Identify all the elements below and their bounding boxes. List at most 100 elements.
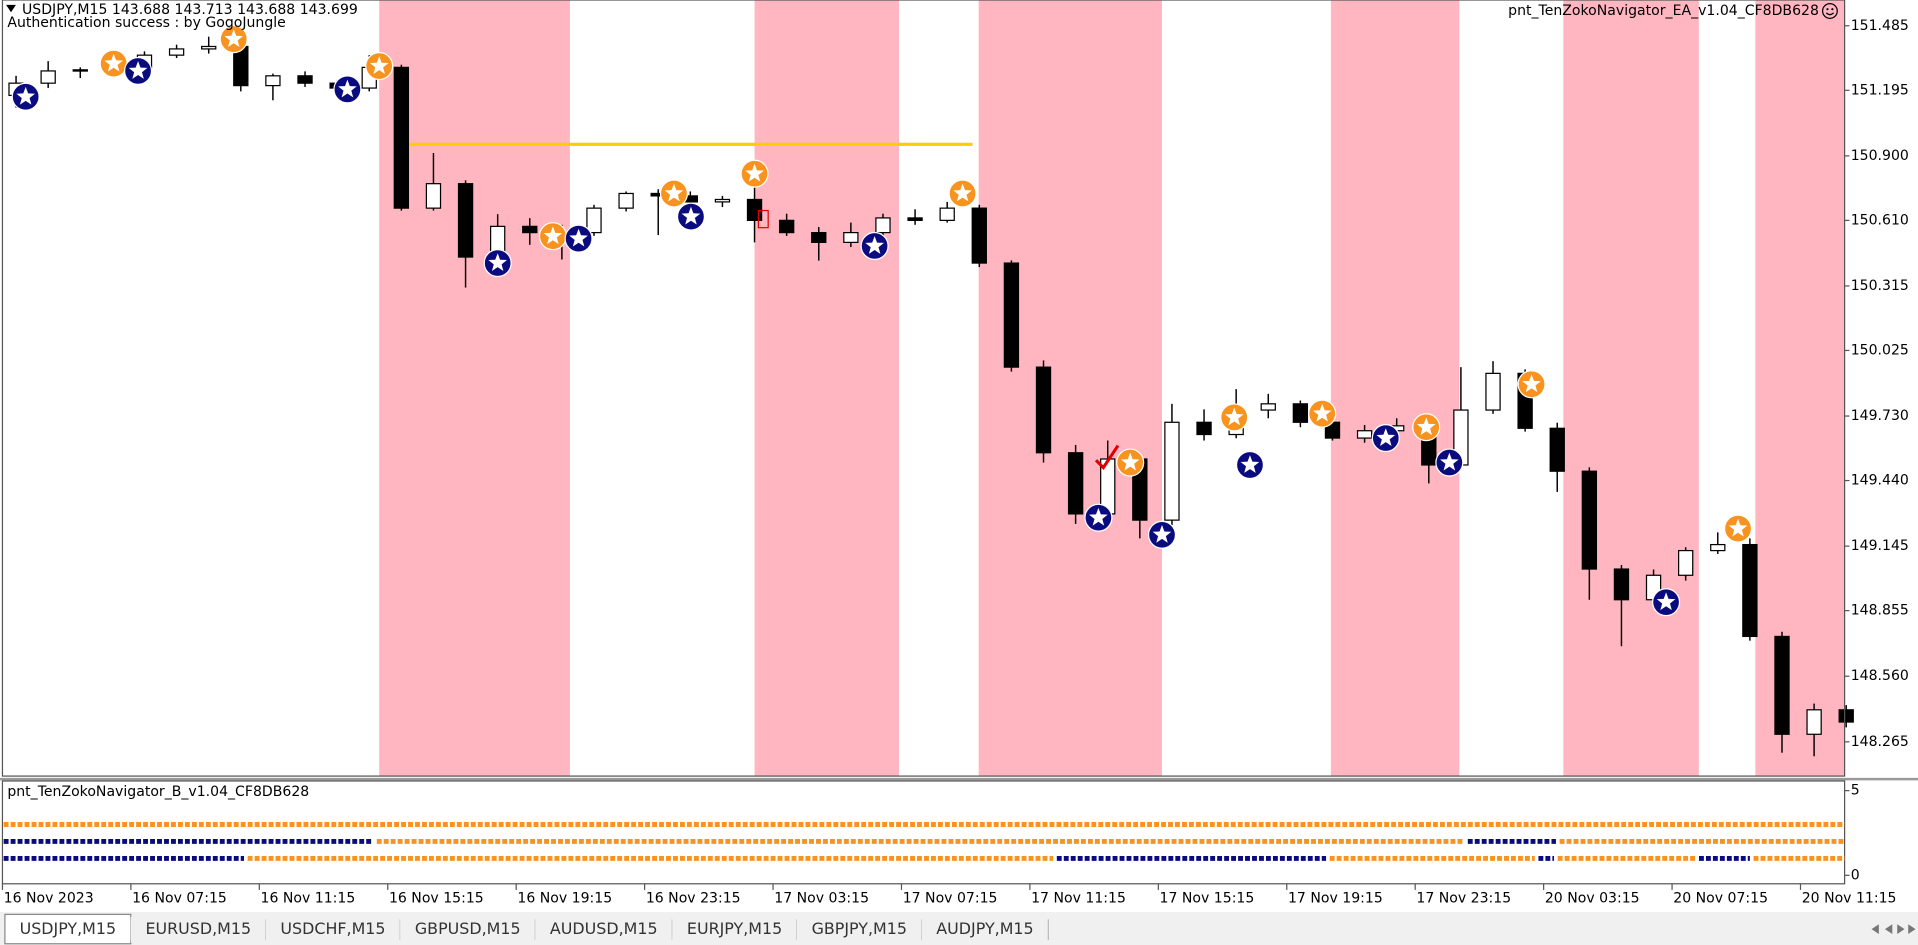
candle-body bbox=[1164, 421, 1180, 521]
order-marker bbox=[757, 209, 769, 229]
time-label: 17 Nov 15:15 bbox=[1160, 890, 1255, 906]
tab-background bbox=[265, 916, 401, 943]
candle-body bbox=[1549, 427, 1565, 472]
candle-body bbox=[1806, 709, 1822, 735]
time-label: 17 Nov 23:15 bbox=[1416, 890, 1511, 906]
candle-body bbox=[1710, 543, 1726, 552]
session-band bbox=[1563, 0, 1699, 777]
symbol-tab[interactable]: EURUSD,M15 bbox=[130, 916, 267, 943]
candle-body bbox=[875, 217, 891, 234]
tab-label: AUDJPY,M15 bbox=[936, 919, 1033, 938]
signal-star bbox=[543, 226, 563, 245]
time-label: 16 Nov 2023 bbox=[4, 890, 94, 906]
time-label: 16 Nov 19:15 bbox=[517, 890, 612, 906]
expert-smiley bbox=[1821, 3, 1838, 19]
price-label: 148.265 bbox=[1851, 734, 1909, 750]
chart-frame bbox=[1, 0, 1846, 777]
price-label: 148.560 bbox=[1851, 668, 1909, 684]
tab-background bbox=[921, 916, 1049, 943]
session-band bbox=[379, 0, 570, 777]
time-label: 20 Nov 11:15 bbox=[1802, 890, 1897, 906]
symbol-info: USDJPY,M15 143.688 143.713 143.688 143.6… bbox=[22, 2, 358, 18]
candle-body bbox=[939, 207, 955, 221]
candle-body bbox=[265, 75, 281, 87]
signal-star bbox=[953, 183, 972, 202]
price-chart bbox=[8, 25, 1854, 757]
symbol-tab[interactable]: USDJPY,M15 bbox=[4, 913, 132, 945]
indicator-label: 0 bbox=[1851, 867, 1860, 883]
session-band bbox=[1330, 0, 1460, 777]
tab-label: USDCHF,M15 bbox=[280, 919, 385, 938]
candle-body bbox=[1260, 403, 1276, 411]
expert-name: pnt_TenZokoNavigator_EA_v1.04_CF8DB628 bbox=[1508, 3, 1819, 19]
time-label: 16 Nov 07:15 bbox=[132, 890, 227, 906]
candle-body bbox=[907, 217, 923, 221]
tab-background bbox=[130, 916, 266, 943]
indicator-frame bbox=[1, 780, 1846, 885]
candle-body bbox=[1067, 452, 1084, 515]
indicator-title: pnt_TenZokoNavigator_B_v1.04_CF8DB628 bbox=[7, 784, 309, 800]
candle-body bbox=[1003, 262, 1020, 368]
signal-star bbox=[1376, 428, 1396, 446]
candle-body bbox=[746, 198, 763, 221]
signal-star bbox=[745, 163, 764, 182]
session-band bbox=[978, 0, 1162, 777]
candle-body bbox=[971, 207, 987, 264]
price-label: 150.025 bbox=[1851, 342, 1909, 358]
symbol-tab[interactable]: AUDUSD,M15 bbox=[535, 916, 673, 943]
session-band bbox=[1755, 0, 1845, 777]
tab-label: EURJPY,M15 bbox=[687, 919, 782, 938]
tab-label: USDJPY,M15 bbox=[20, 919, 117, 938]
candle-body bbox=[297, 75, 313, 84]
time-label: 17 Nov 03:15 bbox=[774, 890, 869, 906]
time-label: 17 Nov 07:15 bbox=[903, 890, 998, 906]
symbol-tab[interactable]: GBPUSD,M15 bbox=[400, 916, 536, 943]
tab-label: GBPUSD,M15 bbox=[415, 919, 521, 938]
candle-body bbox=[522, 225, 538, 234]
signal-star bbox=[1089, 507, 1108, 526]
price-label: 149.730 bbox=[1851, 408, 1909, 424]
candle-body bbox=[1677, 549, 1694, 576]
candle-body bbox=[393, 66, 410, 209]
signal-star bbox=[1312, 403, 1332, 422]
symbol-tab[interactable]: USDCHF,M15 bbox=[265, 916, 401, 943]
signal-star bbox=[1728, 518, 1748, 537]
tab-label: GBPJPY,M15 bbox=[812, 919, 907, 938]
signal-star bbox=[338, 79, 357, 98]
price-label: 150.315 bbox=[1851, 278, 1909, 294]
symbol-tab[interactable]: AUDJPY,M15 bbox=[921, 916, 1049, 943]
candle-body bbox=[1774, 635, 1790, 735]
signal-star bbox=[664, 183, 684, 202]
signal-star bbox=[681, 206, 701, 225]
candle-body bbox=[586, 207, 602, 234]
time-label: 20 Nov 03:15 bbox=[1545, 890, 1640, 906]
session-bands bbox=[379, 0, 1845, 777]
signal-star bbox=[1120, 452, 1140, 471]
price-label: 149.440 bbox=[1851, 473, 1909, 489]
collapse-icon[interactable] bbox=[6, 4, 16, 13]
price-label: 150.610 bbox=[1851, 212, 1909, 228]
signal-star bbox=[1440, 452, 1459, 471]
signal-star bbox=[1224, 407, 1244, 426]
symbol-tab[interactable]: EURJPY,M15 bbox=[672, 916, 798, 943]
signal-star bbox=[128, 61, 148, 79]
candle-body bbox=[201, 45, 217, 50]
tab-background bbox=[796, 916, 922, 943]
candle-body bbox=[1581, 470, 1598, 570]
tab-strip: USDJPY,M15 EURUSD,M15 USDCHF,M15 GBPUSD,M15… bbox=[4, 913, 1049, 945]
price-label: 151.195 bbox=[1851, 82, 1909, 98]
signal-star bbox=[224, 29, 244, 48]
tab-label: EURUSD,M15 bbox=[145, 919, 251, 938]
candle-body bbox=[168, 48, 185, 56]
time-label: 17 Nov 19:15 bbox=[1288, 890, 1383, 906]
symbol-tab[interactable]: GBPJPY,M15 bbox=[796, 916, 923, 943]
tab-scroll[interactable] bbox=[1871, 924, 1916, 934]
time-label: 20 Nov 07:15 bbox=[1673, 890, 1768, 906]
signal-star bbox=[488, 253, 507, 271]
time-label: 17 Nov 11:15 bbox=[1031, 890, 1126, 906]
price-label: 150.900 bbox=[1851, 148, 1909, 164]
time-label: 16 Nov 23:15 bbox=[646, 890, 741, 906]
tab-background bbox=[535, 916, 673, 943]
signal-star bbox=[1240, 455, 1260, 473]
tab-background bbox=[672, 916, 797, 943]
